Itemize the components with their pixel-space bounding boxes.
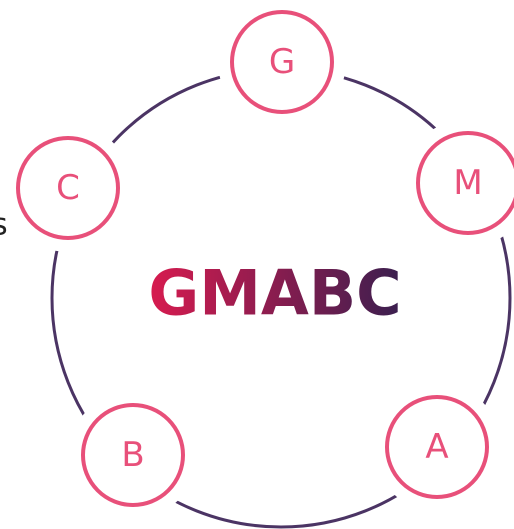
node-circle xyxy=(385,395,489,499)
node-circle xyxy=(230,10,334,114)
center-title: GMABC xyxy=(148,257,401,330)
node-label: B xyxy=(121,435,144,475)
node-label: A xyxy=(425,427,448,467)
node-circle xyxy=(81,403,185,507)
node-label: M xyxy=(453,163,482,203)
node-label: C xyxy=(56,168,80,208)
node-label: G xyxy=(269,42,295,82)
side-text: s xyxy=(0,208,8,243)
node-circle xyxy=(16,136,120,240)
node-circle xyxy=(416,131,514,235)
